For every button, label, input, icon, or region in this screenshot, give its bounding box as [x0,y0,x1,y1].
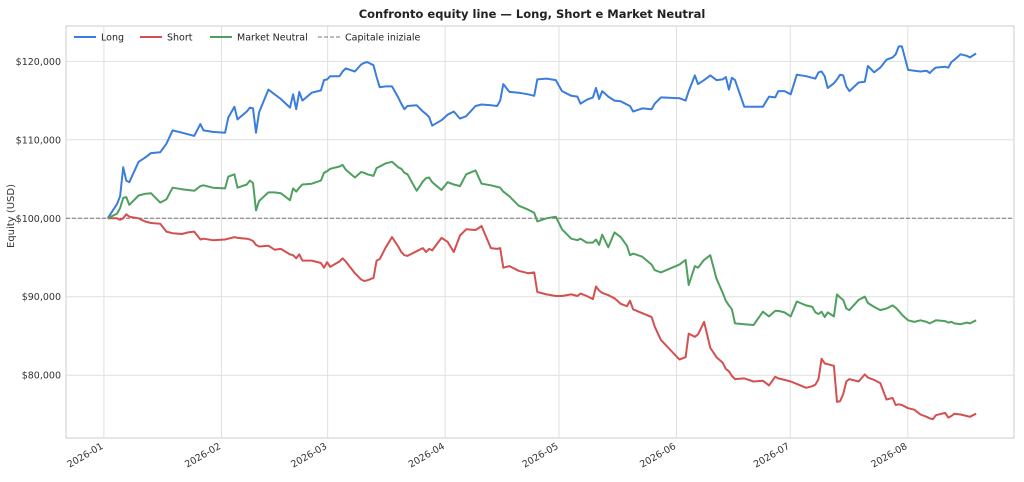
legend-label: Market Neutral [237,33,308,44]
x-tick-label: 2026-06 [638,441,678,470]
x-tick-label: 2026-03 [289,441,329,470]
legend: Long Short Market Neutral Capitale iniziale [74,33,421,44]
y-tick-label: $90,000 [22,292,61,303]
y-axis-label: Equity (USD) [6,184,17,248]
legend-label: Capitale iniziale [345,33,421,44]
x-tick-label: 2026-05 [521,441,561,470]
chart-title: Confronto equity line — Long, Short e Ma… [359,7,706,21]
x-tick-label: 2026-08 [869,441,909,470]
y-axis-ticks: $80,000 $90,000 $100,000 $110,000 $120,000 [16,57,61,382]
y-tick-label: $110,000 [16,135,61,146]
x-axis-ticks: 2026-01 2026-02 2026-03 2026-04 2026-05 2026-… [66,441,910,470]
legend-label: Short [167,33,193,44]
y-tick-label: $100,000 [16,214,61,225]
x-tick-label: 2026-02 [183,441,223,470]
x-tick-label: 2026-07 [752,441,792,470]
series-line-market-neutral [107,160,977,326]
series-line-long [106,45,977,219]
series-layer [106,45,977,421]
y-tick-label: $80,000 [22,371,61,382]
x-tick-label: 2026-01 [66,441,106,470]
series-line-short [107,213,977,421]
y-tick-label: $120,000 [16,57,61,68]
plot-area [65,25,1015,439]
x-tick-label: 2026-04 [407,441,447,470]
legend-label: Long [101,33,124,44]
